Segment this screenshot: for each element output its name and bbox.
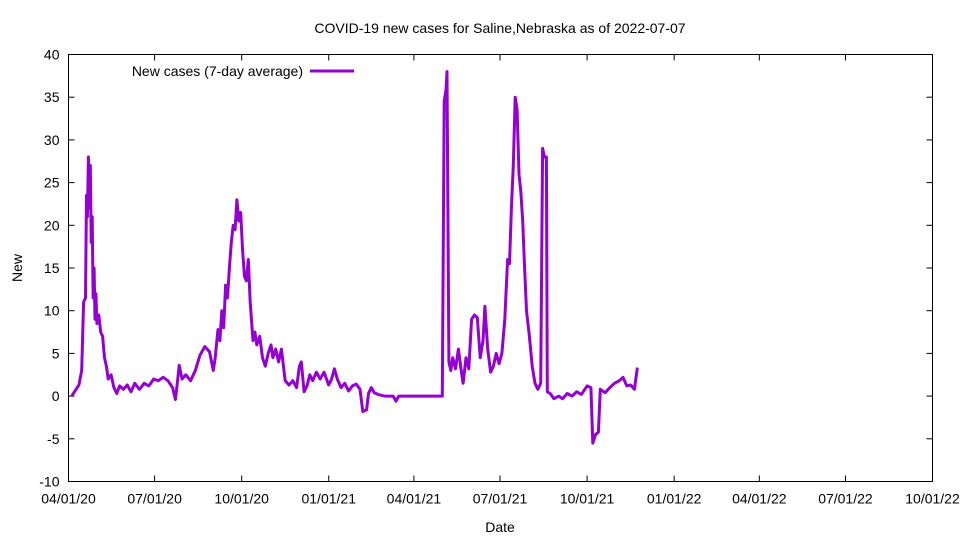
y-tick-label: 35 bbox=[44, 89, 60, 105]
x-tick-label: 04/01/21 bbox=[387, 491, 442, 507]
x-tick-label: 04/01/22 bbox=[732, 491, 787, 507]
x-tick-label: 10/01/21 bbox=[560, 491, 615, 507]
y-tick-label: 40 bbox=[44, 47, 60, 63]
y-tick-label: 15 bbox=[44, 260, 60, 276]
legend: New cases (7-day average) bbox=[132, 63, 354, 79]
plot-frame bbox=[68, 54, 933, 482]
x-tick-label: 07/01/21 bbox=[473, 491, 528, 507]
series-line-new-cases bbox=[70, 70, 639, 445]
x-tick-label: 07/01/22 bbox=[818, 491, 873, 507]
y-tick-label: 5 bbox=[52, 345, 60, 361]
x-tick-label: 01/01/21 bbox=[301, 491, 356, 507]
y-tick-label: 0 bbox=[52, 388, 60, 404]
y-axis-label: New bbox=[9, 253, 25, 282]
x-axis: 04/01/20 07/01/20 10/01/20 01/01/21 04/01/21… bbox=[41, 54, 960, 507]
y-tick-label: 25 bbox=[44, 175, 60, 191]
x-tick-label: 07/01/20 bbox=[127, 491, 182, 507]
y-tick-label: -10 bbox=[39, 474, 59, 490]
x-tick-label: 10/01/22 bbox=[905, 491, 960, 507]
x-tick-label: 10/01/20 bbox=[214, 491, 269, 507]
y-tick-label: 10 bbox=[44, 303, 60, 319]
x-tick-label: 01/01/22 bbox=[647, 491, 702, 507]
y-tick-label: 20 bbox=[44, 217, 60, 233]
x-tick-label: 04/01/20 bbox=[41, 491, 96, 507]
x-axis-label: Date bbox=[485, 519, 515, 535]
y-tick-label: -5 bbox=[47, 431, 60, 447]
y-axis: -10 -5 0 5 10 15 20 25 30 35 40 bbox=[39, 47, 933, 490]
y-tick-label: 30 bbox=[44, 132, 60, 148]
legend-label: New cases (7-day average) bbox=[132, 63, 303, 79]
chart-title: COVID-19 new cases for Saline,Nebraska a… bbox=[314, 20, 685, 36]
